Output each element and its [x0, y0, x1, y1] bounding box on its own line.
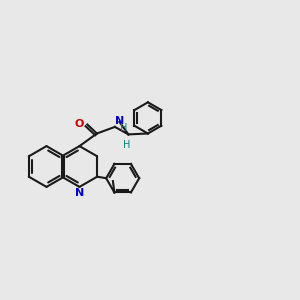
Text: H: H [120, 123, 128, 134]
Text: N: N [116, 116, 125, 126]
Text: H: H [123, 140, 130, 150]
Text: N: N [75, 188, 84, 198]
Text: O: O [75, 119, 84, 129]
